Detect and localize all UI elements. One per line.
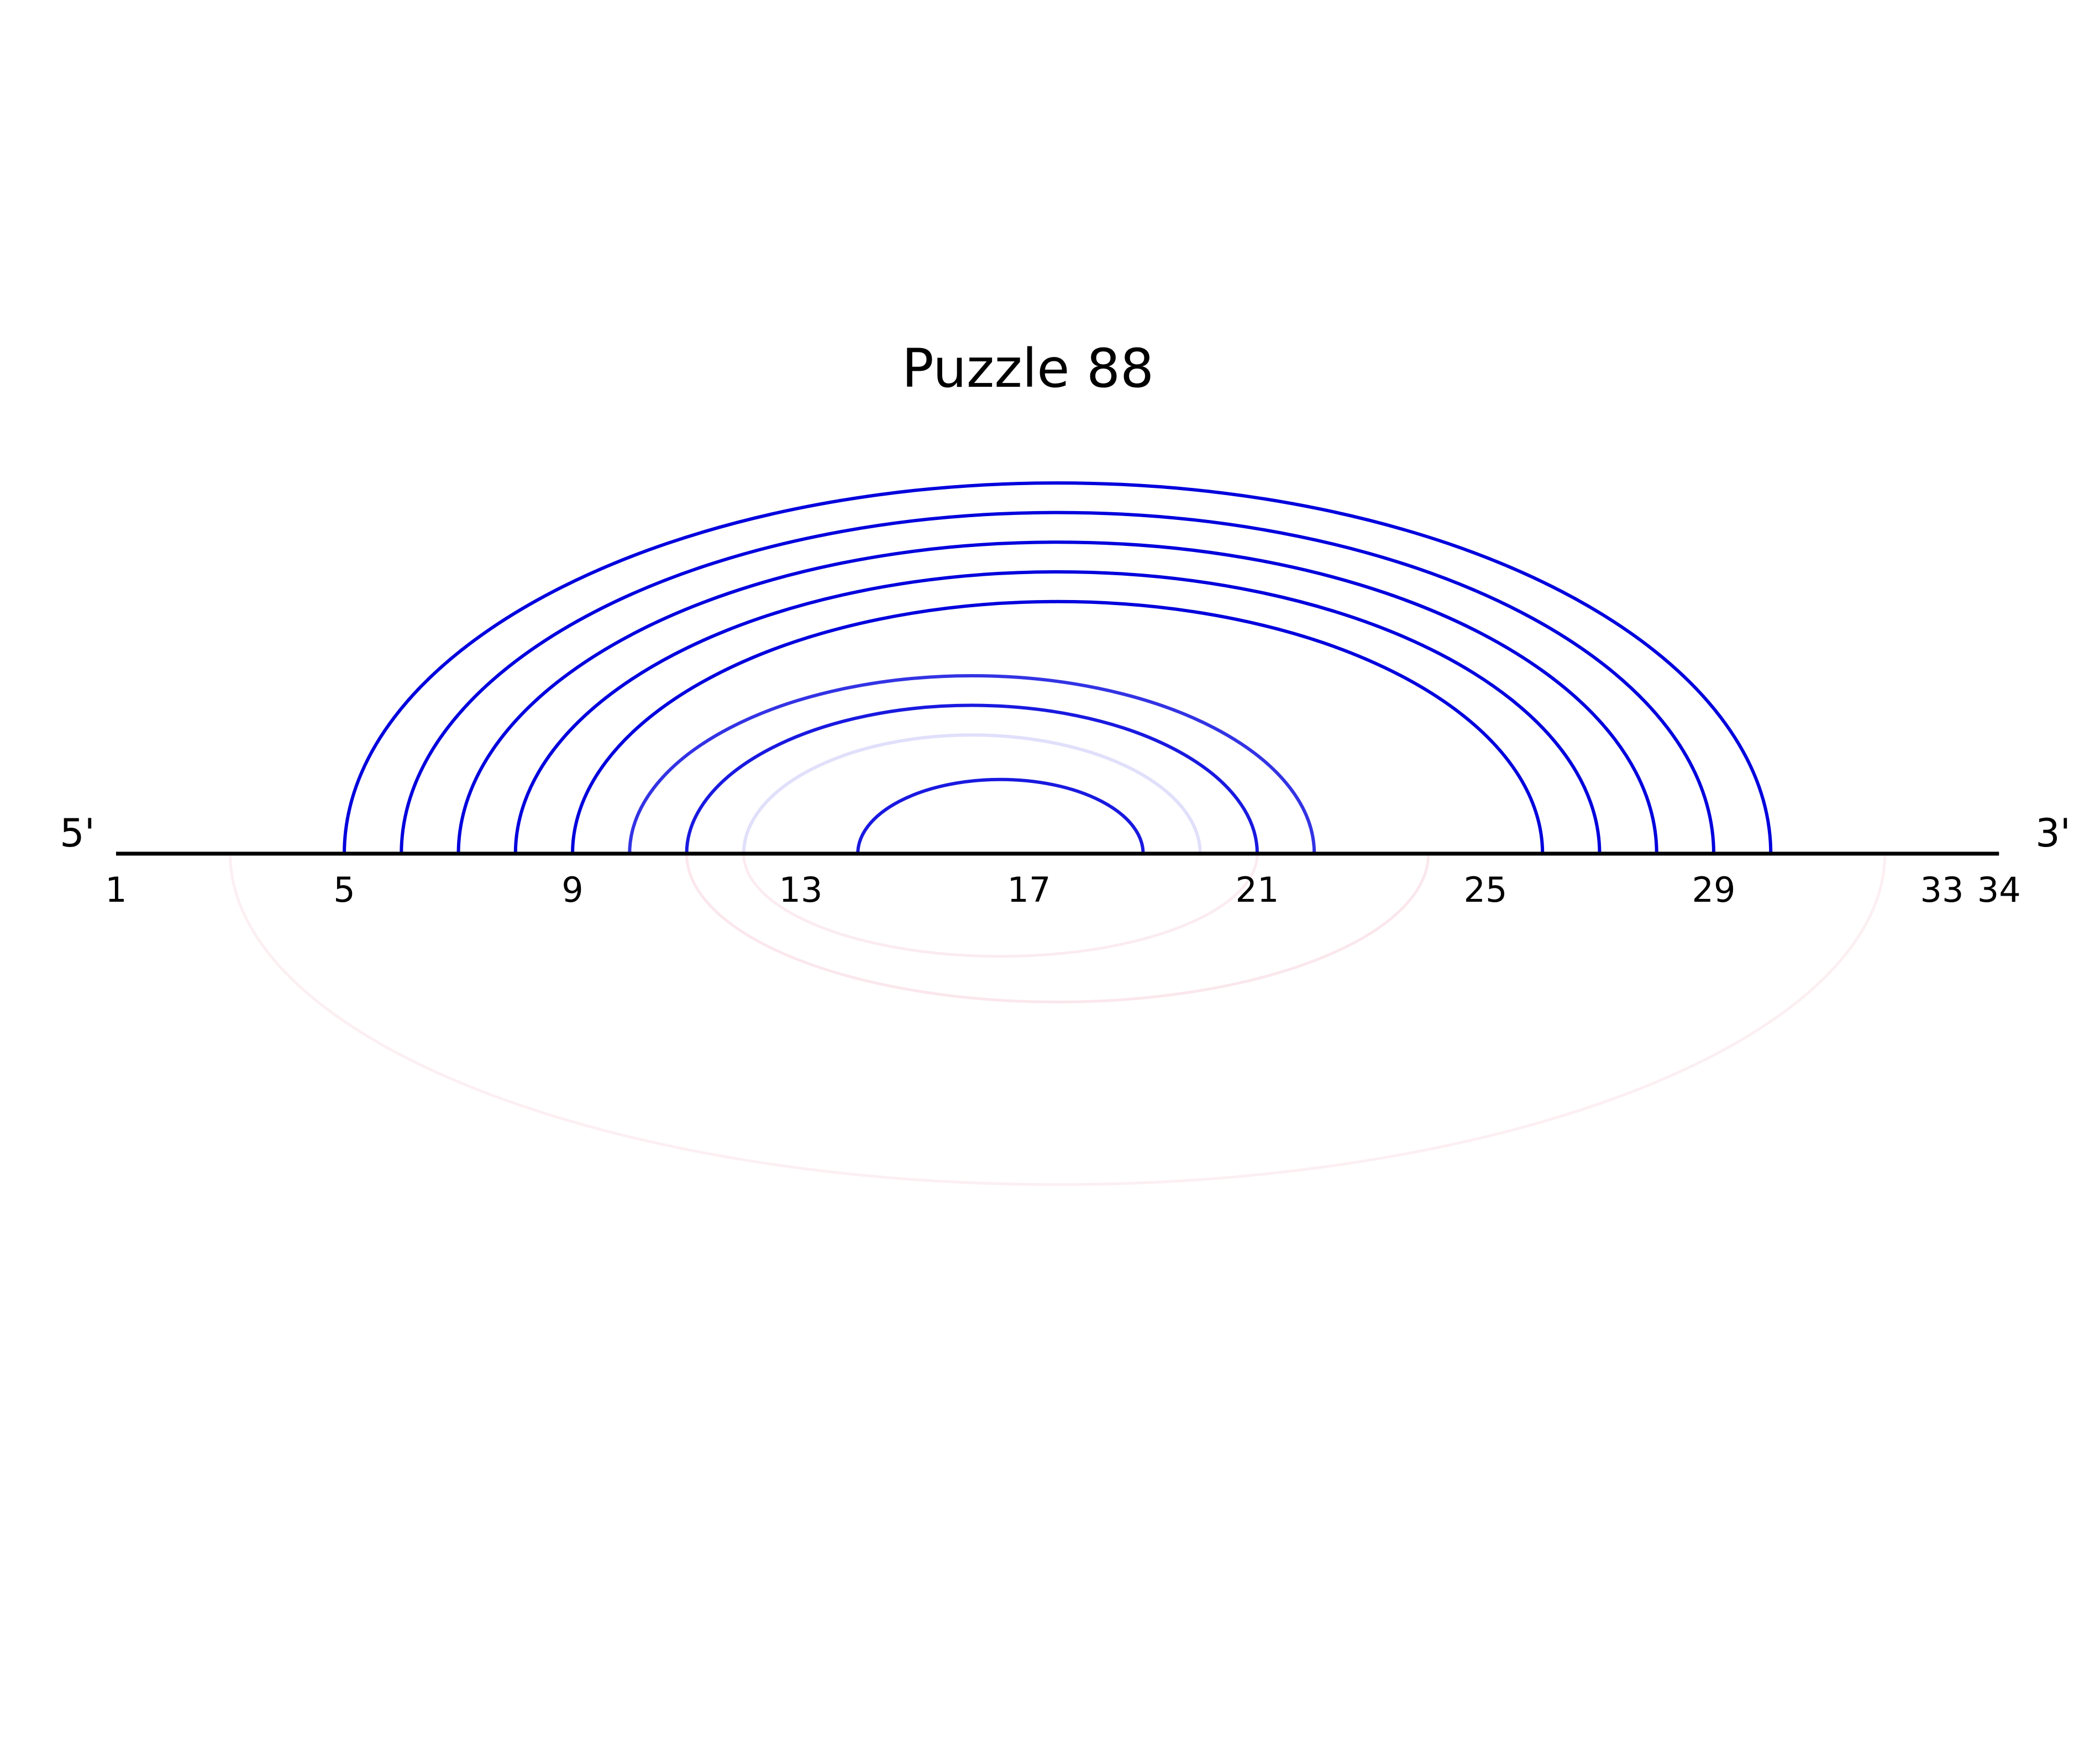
tick-label-group: 1 5 9 13 17 21 25 29 33 34 bbox=[105, 870, 2020, 910]
base-pair-arc-5-30 bbox=[344, 483, 1771, 854]
tick-label-17: 17 bbox=[1007, 870, 1051, 910]
base-pair-arc-10-22 bbox=[628, 674, 1316, 854]
base-pair-arc-6-29 bbox=[401, 513, 1714, 854]
tick-label-33: 33 bbox=[1920, 870, 1964, 910]
tick-label-1: 1 bbox=[105, 870, 127, 910]
base-pair-arc-12-20 bbox=[742, 733, 1202, 854]
tick-label-13: 13 bbox=[779, 870, 823, 910]
base-pair-arc-9-26 bbox=[571, 599, 1545, 854]
page-title: Puzzle 88 bbox=[902, 338, 1154, 399]
lower-arc-3-32 bbox=[230, 854, 1885, 1185]
tick-label-5: 5 bbox=[333, 870, 355, 910]
upper-arc-group bbox=[344, 483, 1771, 854]
base-pair-arc-8-27 bbox=[513, 570, 1602, 854]
lower-arc-11-24 bbox=[685, 853, 1430, 1003]
tick-label-9: 9 bbox=[561, 870, 583, 910]
three-prime-label: 3' bbox=[2035, 811, 2071, 856]
base-pair-arc-14-19 bbox=[856, 777, 1145, 854]
tick-label-21: 21 bbox=[1236, 870, 1279, 910]
base-pair-arc-11-21 bbox=[685, 703, 1259, 854]
five-prime-label: 5' bbox=[60, 811, 95, 856]
base-pair-arc-7-28 bbox=[459, 542, 1657, 854]
tick-label-29: 29 bbox=[1692, 870, 1736, 910]
lower-arc-group bbox=[230, 854, 1885, 1185]
lower-arc-12-21 bbox=[742, 853, 1259, 958]
tick-label-34: 34 bbox=[1977, 870, 2021, 910]
tick-label-25: 25 bbox=[1464, 870, 1508, 910]
